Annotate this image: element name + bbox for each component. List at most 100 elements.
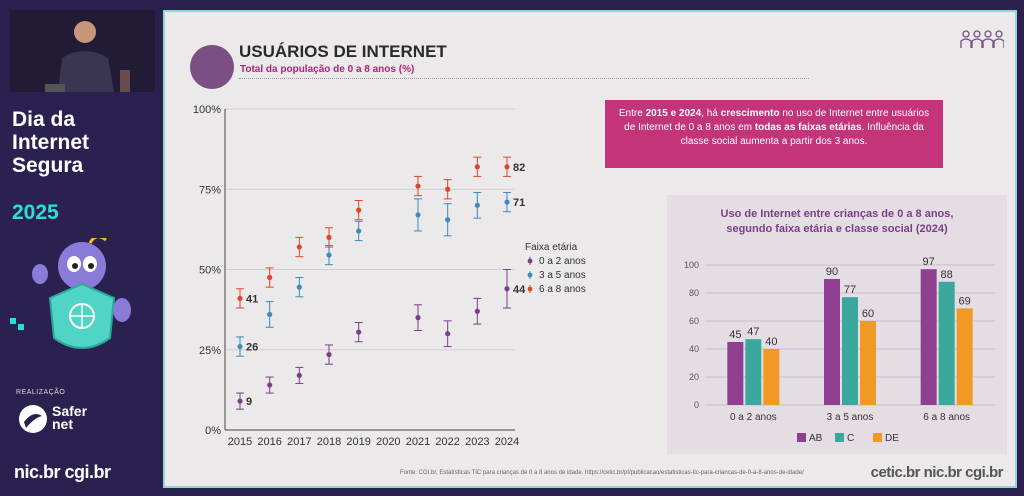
bar-value-label: 60 <box>862 308 874 320</box>
bar-value-label: 47 <box>747 326 759 338</box>
callout-bold: 2015 e 2024 <box>645 108 702 119</box>
bar <box>860 321 876 405</box>
data-point <box>474 164 480 170</box>
safernet-line: Safer <box>52 403 88 419</box>
event-title-line: Segura <box>12 154 84 177</box>
bar <box>938 281 955 405</box>
data-point <box>415 183 421 189</box>
data-point <box>326 252 332 258</box>
data-point <box>445 217 451 223</box>
x-tick-label: 6 a 8 anos <box>923 412 970 423</box>
legend-swatch <box>797 433 806 442</box>
bar-chart-title: Uso de Internet entre crianças de 0 a 8 … <box>667 207 1007 237</box>
legend-swatch <box>835 433 844 442</box>
bar <box>842 297 858 405</box>
data-label: 71 <box>513 197 525 209</box>
legend-label: AB <box>809 433 823 444</box>
bar-value-label: 69 <box>959 295 971 307</box>
y-tick-label: 20 <box>689 372 699 382</box>
x-tick-label: 2022 <box>435 436 459 448</box>
bar-value-label: 90 <box>826 266 838 278</box>
y-tick-label: 100% <box>193 104 221 116</box>
data-point <box>326 351 332 358</box>
x-tick-label: 3 a 5 anos <box>827 412 874 423</box>
x-tick-label: 2016 <box>257 436 281 448</box>
bar-chart-title-line: segundo faixa etária e classe social (20… <box>726 223 948 235</box>
slide-subtitle: Total da população de 0 a 8 anos (%) <box>240 64 415 75</box>
bar-value-label: 45 <box>729 329 741 341</box>
bar <box>727 342 744 405</box>
data-point <box>326 234 332 240</box>
nic-cgi-logo: nic.br cgi.br <box>14 462 111 482</box>
x-tick-label: 2017 <box>287 436 311 448</box>
data-point <box>296 284 302 290</box>
bar <box>956 308 973 405</box>
data-point <box>296 244 302 250</box>
x-tick-label: 2018 <box>317 436 341 448</box>
data-point <box>267 274 273 281</box>
safernet-line: net <box>52 416 73 432</box>
source-note: Fonte: CGI.br, Estatísticas TIC para cri… <box>400 470 804 476</box>
legend-label: DE <box>885 433 899 444</box>
y-tick-label: 25% <box>199 345 221 357</box>
y-tick-label: 60 <box>689 316 699 326</box>
x-tick-label: 2020 <box>376 436 400 448</box>
bar-chart-title-line: Uso de Internet entre crianças de 0 a 8 … <box>720 208 954 220</box>
x-tick-label: 0 a 2 anos <box>730 412 777 423</box>
legend-swatch <box>873 433 882 442</box>
decorative-circle <box>190 45 234 89</box>
x-tick-label: 2023 <box>465 436 489 448</box>
event-sidebar: Dia da Internet Segura 2025 REALIZAÇÃO <box>0 0 160 496</box>
y-tick-label: 100 <box>684 260 699 270</box>
data-point <box>445 186 451 192</box>
y-tick-label: 75% <box>199 184 221 196</box>
y-tick-label: 0 <box>694 400 699 410</box>
y-tick-label: 80 <box>689 288 699 298</box>
speaker-video <box>10 10 155 92</box>
legend-label: 3 a 5 anos <box>539 270 586 281</box>
mascot-illustration <box>10 238 131 349</box>
legend-marker <box>527 258 533 264</box>
data-label: 44 <box>513 284 526 296</box>
data-point <box>504 286 510 292</box>
legend-title: Faixa etária <box>525 242 578 253</box>
presentation-slide: USUÁRIOS DE INTERNET Total da população … <box>163 10 1017 488</box>
safernet-logo-icon <box>19 405 47 433</box>
data-point <box>474 308 480 314</box>
legend-label: C <box>847 433 854 444</box>
callout-box: Entre 2015 e 2024, há crescimento no uso… <box>605 100 943 168</box>
data-point <box>296 372 302 379</box>
footer-logos: cetic.br nic.br cgi.br <box>870 464 1004 481</box>
y-tick-label: 40 <box>689 344 699 354</box>
bar-value-label: 77 <box>844 284 856 296</box>
title-divider <box>239 78 809 79</box>
speaker-silhouette <box>10 10 155 92</box>
people-group-icon <box>960 30 1004 48</box>
data-label: 26 <box>246 342 258 354</box>
callout-bold: todas as faixas etárias <box>754 122 862 133</box>
data-point <box>356 207 362 213</box>
x-tick-label: 2024 <box>495 436 519 448</box>
callout-text: Entre <box>618 108 646 119</box>
data-point <box>267 382 273 388</box>
data-point <box>356 329 362 335</box>
data-point <box>237 343 243 350</box>
bar-chart: 0 20 40 60 80 100 45 47 40 0 a 2 anos 90 77 60 3 a 5 … <box>684 256 995 444</box>
callout-text: no uso de Internet entre usuários de Int… <box>624 108 930 133</box>
bar <box>920 269 937 405</box>
data-point <box>415 212 421 218</box>
callout-text: . Influência da classe social aumenta a … <box>680 122 924 147</box>
data-point <box>237 295 243 301</box>
legend-marker <box>527 286 533 292</box>
bar <box>824 279 840 405</box>
x-tick-label: 2021 <box>406 436 430 448</box>
event-title-line: Dia da <box>12 108 76 131</box>
y-tick-label: 0% <box>205 425 221 437</box>
slide-title: USUÁRIOS DE INTERNET <box>239 42 447 61</box>
data-point <box>237 398 243 404</box>
callout-bold: crescimento <box>720 108 780 119</box>
data-point <box>504 199 510 205</box>
event-title: Dia da Internet Segura <box>12 108 89 177</box>
data-point <box>415 315 421 321</box>
x-tick-label: 2015 <box>228 436 252 448</box>
